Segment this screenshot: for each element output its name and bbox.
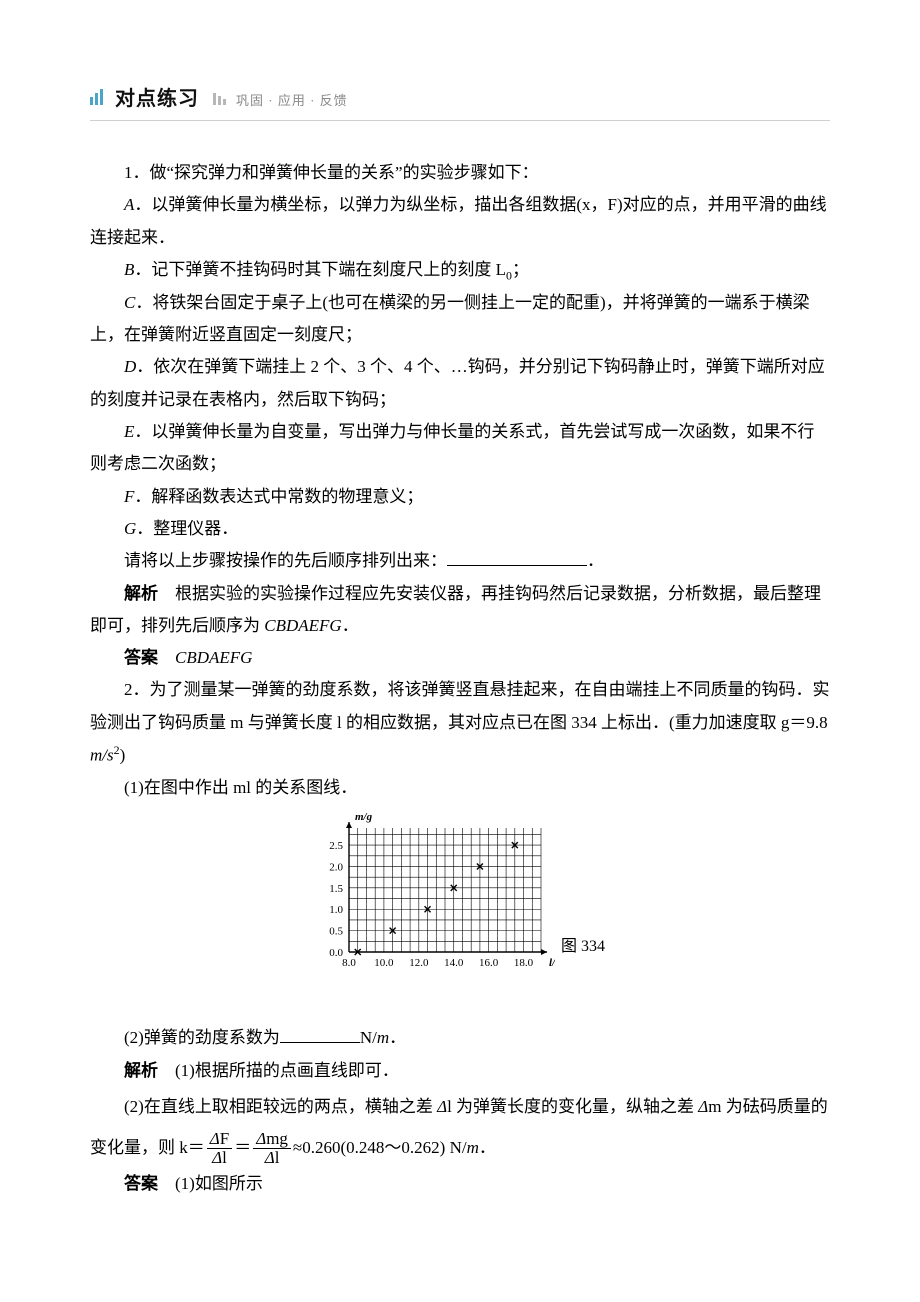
q1-step-b: B．记下弹簧不挂钩码时其下端在刻度尺上的刻度 L0；: [90, 254, 830, 287]
q2-analysis1: 解析 (1)根据所描的点画直线即可．: [90, 1055, 830, 1087]
svg-text:8.0: 8.0: [342, 957, 356, 969]
section-header: 对点练习 巩固 · 应用 · 反馈: [90, 80, 830, 121]
chart-container: 8.0 10.0 12.0 14.0 16.0 18.0 0.0 0.5 1.0 1.5 2.0 2.…: [90, 812, 830, 972]
section-title: 对点练习: [115, 80, 199, 118]
q2-part1: (1)在图中作出 ml 的关系图线．: [90, 772, 830, 804]
svg-text:1.5: 1.5: [329, 883, 343, 895]
chart-caption: 图 334: [561, 932, 605, 972]
fraction-1: ΔFΔl: [207, 1130, 232, 1168]
svg-text:10.0: 10.0: [374, 957, 394, 969]
svg-text:m/g: m/g: [355, 812, 373, 823]
svg-text:0.0: 0.0: [329, 947, 343, 959]
fraction-2: ΔmgΔl: [253, 1130, 291, 1168]
svg-text:16.0: 16.0: [479, 957, 499, 969]
svg-text:12.0: 12.0: [409, 957, 429, 969]
svg-text:l/cm: l/cm: [549, 957, 555, 969]
section-subtitle: 巩固 · 应用 · 反馈: [236, 89, 348, 114]
q1-intro: 1．做“探究弹力和弹簧伸长量的关系”的实验步骤如下：: [90, 157, 830, 189]
q1-answer: 答案 CBDAEFG: [90, 642, 830, 674]
q2-intro: 2．为了测量某一弹簧的劲度系数，将该弹簧竖直悬挂起来，在自由端挂上不同质量的钩码…: [90, 674, 830, 772]
q1-step-g: G．整理仪器．: [90, 513, 830, 545]
q2-part2: (2)弹簧的劲度系数为N/m．: [90, 1022, 830, 1054]
q2-answer: 答案 (1)如图所示: [90, 1168, 830, 1200]
svg-text:2.5: 2.5: [329, 840, 343, 852]
q1-step-f: F．解释函数表达式中常数的物理意义；: [90, 481, 830, 513]
q1-step-a: A．以弹簧伸长量为横坐标，以弹力为纵坐标，描出各组数据(x，F)对应的点，并用平…: [90, 189, 830, 254]
body-text: 1．做“探究弹力和弹簧伸长量的关系”的实验步骤如下： A．以弹簧伸长量为横坐标，…: [90, 157, 830, 1201]
svg-text:2.0: 2.0: [329, 862, 343, 874]
svg-text:18.0: 18.0: [514, 957, 534, 969]
svg-text:0.5: 0.5: [329, 926, 343, 938]
header-sub-bars: [213, 93, 226, 105]
q2-analysis2: (2)在直线上取相距较远的两点，横轴之差 Δl 为弹簧长度的变化量，纵轴之差 Δ…: [90, 1087, 830, 1169]
ml-scatter-chart: 8.0 10.0 12.0 14.0 16.0 18.0 0.0 0.5 1.0 1.5 2.0 2.…: [315, 812, 555, 972]
svg-text:1.0: 1.0: [329, 905, 343, 917]
q1-step-e: E．以弹簧伸长量为自变量，写出弹力与伸长量的关系式，首先尝试写成一次函数，如果不…: [90, 416, 830, 481]
q1-step-c: C．将铁架台固定于桌子上(也可在横梁的另一侧挂上一定的配重)，并将弹簧的一端系于…: [90, 287, 830, 352]
q1-blank: [447, 549, 587, 566]
svg-text:14.0: 14.0: [444, 957, 464, 969]
q1-ask: 请将以上步骤按操作的先后顺序排列出来：．: [90, 545, 830, 577]
header-accent-bars: [90, 89, 103, 105]
q1-analysis: 解析 根据实验的实验操作过程应先安装仪器，再挂钩码然后记录数据，分析数据，最后整…: [90, 578, 830, 643]
q2-blank: [280, 1026, 360, 1043]
q1-step-d: D．依次在弹簧下端挂上 2 个、3 个、4 个、…钩码，并分别记下钩码静止时，弹…: [90, 351, 830, 416]
